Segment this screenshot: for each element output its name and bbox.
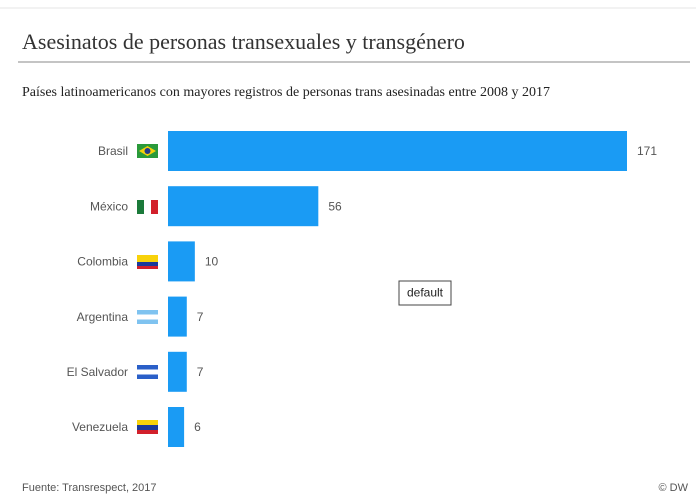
flag-mexico [137,200,158,214]
bar [168,186,319,227]
bar [168,131,627,171]
bar [168,296,187,337]
category-label: Brasil [98,144,128,158]
value-label: 171 [637,144,657,158]
value-label: 56 [328,199,342,213]
bar [168,351,187,392]
category-label: Venezuela [72,420,128,434]
category-label: México [90,199,128,213]
flag-venezuela [137,420,158,434]
value-label: 7 [197,365,204,379]
flag-el-salvador [137,365,158,379]
flag-colombia [137,255,158,269]
category-label: Argentina [77,310,129,324]
category-label: El Salvador [67,365,128,379]
value-label: 10 [205,255,219,269]
flag-brasil [137,144,158,158]
value-label: 6 [194,420,201,434]
bar [168,241,195,282]
value-label: 7 [197,310,204,324]
tooltip-box [398,280,452,306]
category-label: Colombia [77,255,128,269]
flag-argentina [137,310,158,324]
source: Fuente: Transrespect, 2017 [22,482,157,494]
chart-subtitle: Países latinoamericanos con mayores regi… [22,85,550,100]
bar [168,407,185,447]
credit: © DW [659,482,689,494]
tooltip: default [407,286,444,300]
chart-title: Asesinatos de personas transexuales y tr… [22,29,465,54]
